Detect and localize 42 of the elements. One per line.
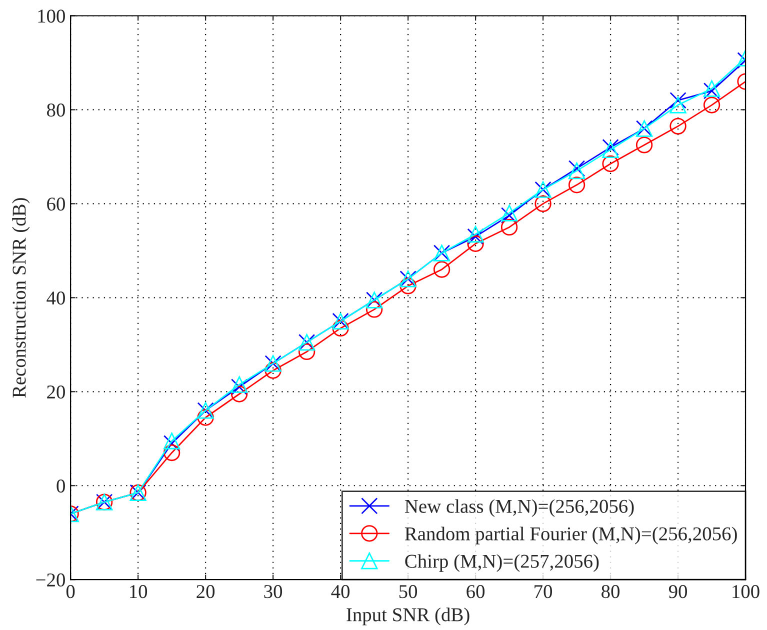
x-tick-label: 10 [130, 585, 148, 598]
point [163, 444, 180, 462]
y-tick-label: −20 [36, 573, 65, 587]
x-tick-label: 100 [732, 585, 760, 598]
legend-label: New class (M,N)=(256,2056) [404, 499, 634, 517]
point [366, 301, 383, 318]
point [602, 155, 619, 172]
y-tick-label: 100 [38, 10, 65, 23]
point [230, 386, 248, 402]
y-tick-label: 60 [47, 198, 65, 211]
x-tick-label: 90 [668, 585, 688, 598]
x-axis-title: Input SNR (dB) [346, 608, 470, 626]
y-tick-label: 40 [46, 291, 65, 305]
point [500, 218, 518, 236]
x-tick-label: 50 [399, 585, 418, 598]
point [332, 320, 349, 337]
point [197, 409, 214, 426]
x-tick-label: 40 [331, 585, 350, 598]
y-axis-title: Reconstruction SNR (dB) [12, 198, 30, 398]
y-tick-label: 20 [47, 385, 65, 399]
x-tick-label: 80 [602, 585, 620, 598]
legend-label: Random partial Fourier (M,N)=(256,2056) [404, 526, 737, 544]
legend-label: Chirp (M,N)=(257,2056) [405, 554, 599, 572]
point [264, 362, 282, 379]
point [636, 136, 653, 154]
x-tick-label: 20 [196, 585, 215, 598]
y-tick-label: 80 [47, 104, 65, 117]
point [534, 195, 552, 212]
point [298, 343, 316, 360]
point [670, 96, 686, 114]
y-tick-label: 0 [56, 479, 65, 493]
x-tick-label: 30 [264, 585, 282, 598]
x-tick-label: 60 [466, 585, 485, 598]
point [467, 235, 484, 252]
point [670, 92, 686, 109]
point [568, 176, 586, 194]
point [400, 278, 416, 294]
x-tick-label: 0 [66, 585, 75, 598]
point [670, 118, 686, 135]
point [703, 96, 720, 114]
x-tick-label: 70 [534, 585, 552, 598]
point [433, 261, 450, 278]
